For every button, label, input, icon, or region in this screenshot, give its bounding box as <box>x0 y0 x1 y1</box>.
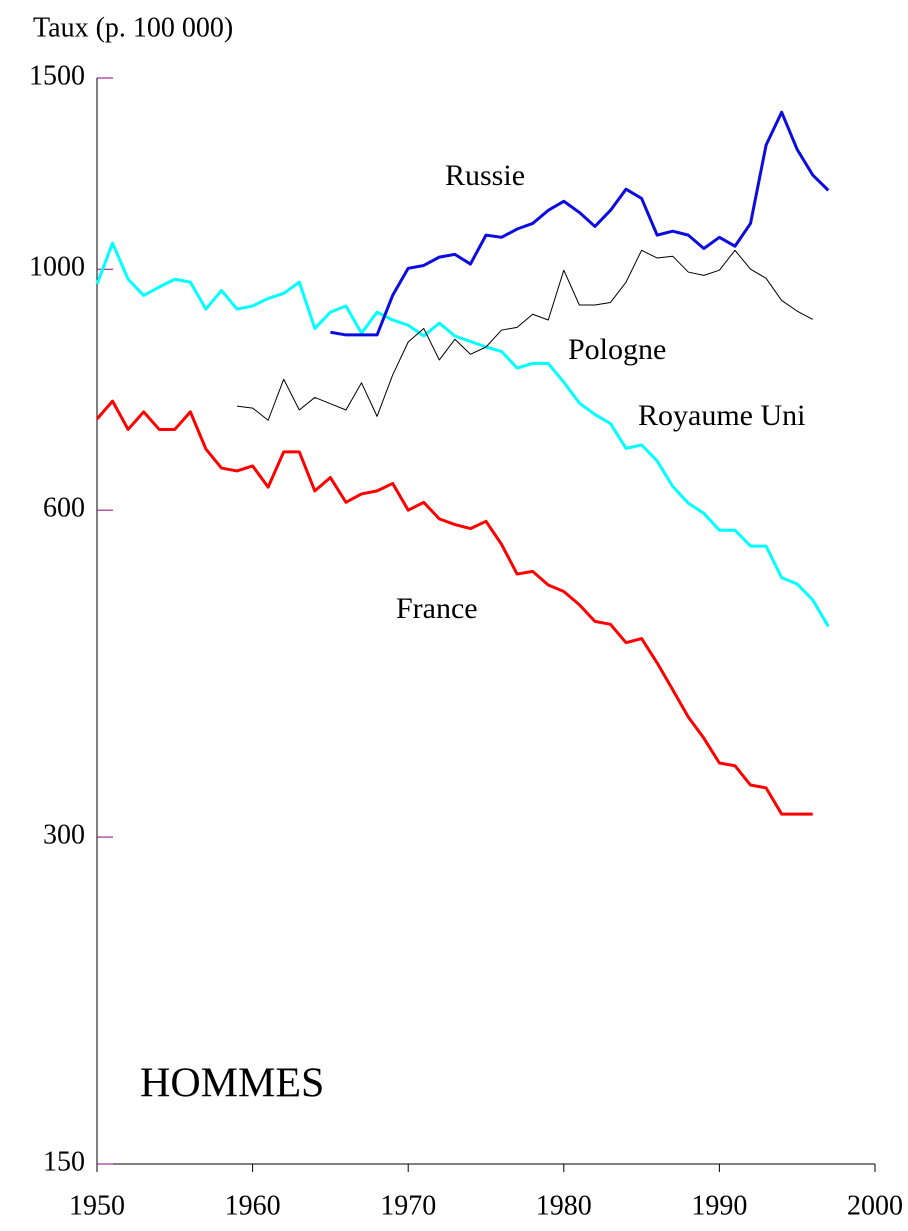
annotation: HOMMES <box>140 1061 324 1107</box>
series-label: Russie <box>445 159 525 192</box>
series-label: Royaume Uni <box>638 399 805 432</box>
series-label: Pologne <box>568 333 666 366</box>
y-tick-label: 300 <box>43 820 85 851</box>
x-tick-label: 1990 <box>691 1190 747 1221</box>
y-tick-label: 1000 <box>29 252 85 283</box>
x-tick-label: 1960 <box>225 1190 281 1221</box>
series-line <box>95 399 813 816</box>
y-tick-label: 1500 <box>29 60 85 91</box>
y-tick-label: 150 <box>43 1146 85 1177</box>
y-tick-label: 600 <box>43 493 85 524</box>
series-line <box>330 110 830 337</box>
series-line <box>95 241 830 628</box>
x-tick-label: 2000 <box>847 1190 903 1221</box>
x-tick-label: 1950 <box>69 1190 125 1221</box>
series-line <box>236 249 813 421</box>
y-axis-label: Taux (p. 100 000) <box>33 12 233 43</box>
series-label: France <box>396 592 478 625</box>
x-tick-label: 1970 <box>380 1190 436 1221</box>
x-tick-label: 1980 <box>536 1190 592 1221</box>
